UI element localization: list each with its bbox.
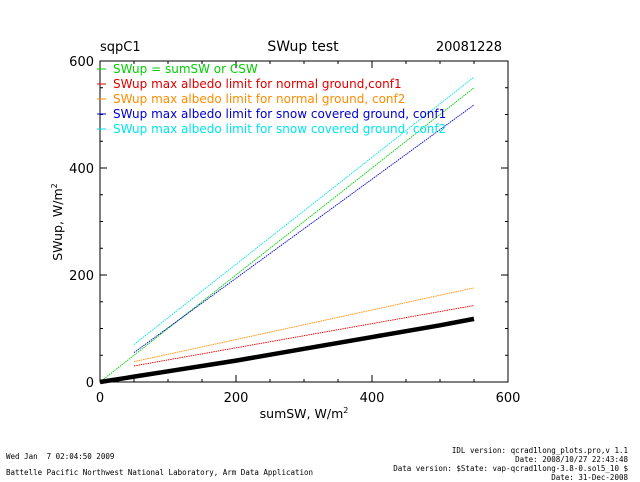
legend-label: SWup max albedo limit for snow covered g…: [113, 107, 446, 121]
series-layer: [99, 76, 475, 385]
legend-label: SWup max albedo limit for snow covered g…: [113, 122, 446, 136]
series-line: [99, 316, 475, 385]
legend-label: SWup max albedo limit for normal ground,…: [113, 77, 402, 91]
y-axis-label: SWup, W/m2: [50, 183, 65, 261]
series-line: [133, 104, 475, 353]
y-tick-label: 600: [69, 55, 94, 70]
series-line: [133, 76, 475, 345]
footer-idl-date: Date: 2008/10/27 22:43:48: [515, 455, 628, 464]
axis-ticks: 0 200 400 600 0 200 400 600: [69, 55, 520, 406]
footer-lab: Battelle Pacific Northwest National Labo…: [6, 468, 314, 477]
footer-data-version: Data version: $State: vap-qcrad1long-3.8…: [393, 464, 628, 473]
y-axis-label-text: SWup, W/m: [50, 188, 65, 260]
footer-data-date: Date: 31-Dec-2008: [551, 473, 628, 482]
site-label: sqpC1: [100, 40, 141, 55]
y-tick-label: 0: [86, 376, 94, 391]
series-line: [133, 305, 475, 367]
x-axis-label: sumSW, W/m2: [260, 406, 349, 421]
x-tick-label: 0: [96, 391, 104, 406]
x-tick-label: 600: [496, 391, 521, 406]
y-tick-label: 200: [69, 269, 94, 284]
y-axis-unit-exp: 2: [50, 183, 59, 188]
series-line: [99, 87, 475, 383]
x-tick-label: 200: [224, 391, 249, 406]
x-axis-label-text: sumSW, W/m: [260, 406, 344, 421]
legend-label: SWup = sumSW or CSW: [113, 62, 258, 76]
x-axis-unit-exp: 2: [343, 406, 348, 415]
footer-left: Wed Jan 7 02:04:50 2009 Battelle Pacific …: [6, 452, 313, 477]
series-line: [133, 287, 475, 363]
x-tick-label: 400: [360, 391, 385, 406]
legend-label: SWup max albedo limit for normal ground,…: [113, 92, 405, 106]
footer-right: IDL version: qcrad1long_plots.pro,v 1.1 D…: [393, 446, 628, 482]
chart-date: 20081228: [436, 40, 502, 55]
chart-title: SWup test: [267, 39, 339, 55]
y-tick-label: 400: [69, 162, 94, 177]
footer-timestamp: Wed Jan 7 02:04:50 2009: [6, 452, 115, 461]
footer-idl: IDL version: qcrad1long_plots.pro,v 1.1: [451, 446, 628, 455]
